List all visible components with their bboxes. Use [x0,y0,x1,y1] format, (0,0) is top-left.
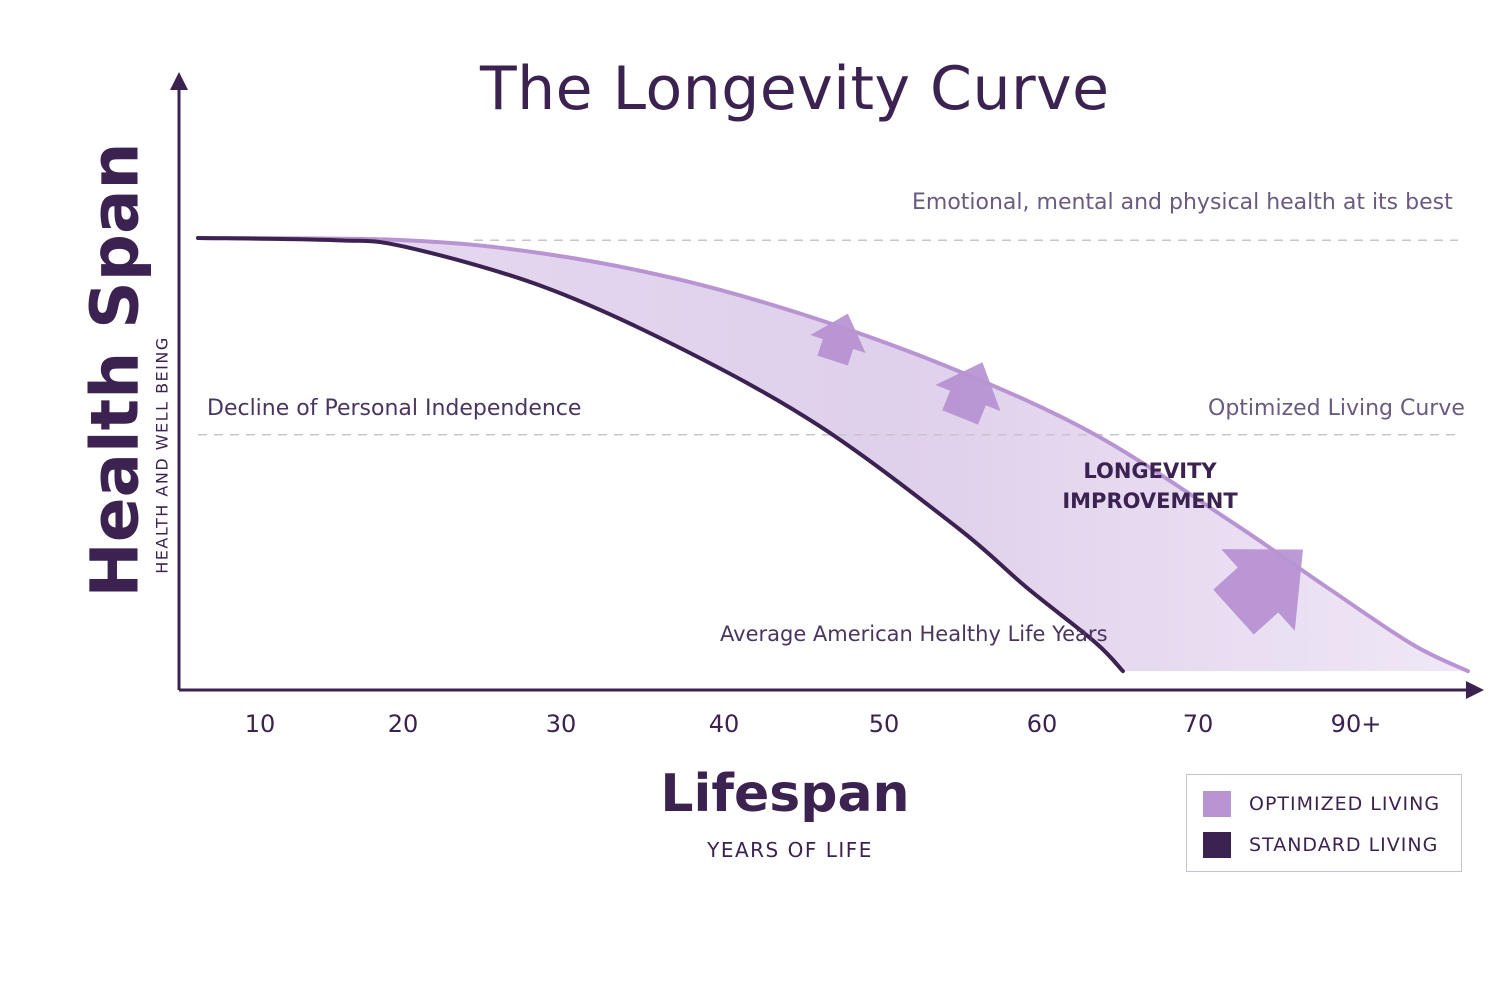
x-axis-label: Lifespan [660,764,910,824]
x-tick-label-50: 50 [869,710,900,738]
legend: OPTIMIZED LIVING STANDARD LIVING [1186,774,1462,872]
x-tick-label-40: 40 [709,710,740,738]
improvement-arrow-1-shape [810,313,866,366]
longevity-improvement-label: LONGEVITY IMPROVEMENT [1060,456,1240,516]
x-tick-labels: 10 20 30 40 50 60 70 90+ [245,710,1382,738]
reference-label-decline: Decline of Personal Independence [207,396,582,421]
legend-swatch-optimized [1203,791,1231,817]
axes [170,72,1484,699]
series-line-standard [196,236,1125,674]
reference-lines [198,239,1458,436]
x-tick-label-90+: 90+ [1331,710,1382,738]
x-tick-label-60: 60 [1027,710,1058,738]
improvement-arrow-1 [810,313,866,366]
legend-label-optimized: OPTIMIZED LIVING [1249,793,1441,815]
improvement-band-fill [198,238,1468,672]
series-lines [196,236,1470,674]
x-tick-label-30: 30 [546,710,577,738]
reference-label-best-health: Emotional, mental and physical health at… [912,190,1453,215]
improvement-arrow-3 [1213,549,1303,635]
legend-item-standard: STANDARD LIVING [1203,831,1438,859]
legend-label-standard: STANDARD LIVING [1249,834,1439,856]
improvement-arrow-3-shape [1213,549,1303,635]
x-axis-sublabel: YEARS OF LIFE [707,838,873,862]
y-axis-label: Health Span [76,142,154,598]
y-axis-arrowhead [170,72,188,90]
x-tick-label-10: 10 [245,710,276,738]
y-axis-sublabel: HEALTH AND WELL BEING [152,336,172,574]
x-tick-label-70: 70 [1183,710,1214,738]
longevity-improvement-band [198,238,1468,672]
annotation-average-years: Average American Healthy Life Years [720,622,1108,646]
x-tick-label-20: 20 [388,710,419,738]
legend-item-optimized: OPTIMIZED LIVING [1203,790,1440,818]
improvement-arrows [810,313,1303,635]
annotation-optimized-curve: Optimized Living Curve [1208,396,1465,421]
improvement-arrow-2-shape [935,362,1001,425]
longevity-improvement-line-2: IMPROVEMENT [1062,489,1238,513]
series-line-optimized [196,236,1470,674]
longevity-improvement-line-1: LONGEVITY [1083,459,1217,483]
improvement-arrow-2 [935,362,1001,425]
legend-swatch-standard [1203,832,1231,858]
x-axis-arrowhead [1466,681,1484,699]
chart-title: The Longevity Curve [480,54,1110,124]
